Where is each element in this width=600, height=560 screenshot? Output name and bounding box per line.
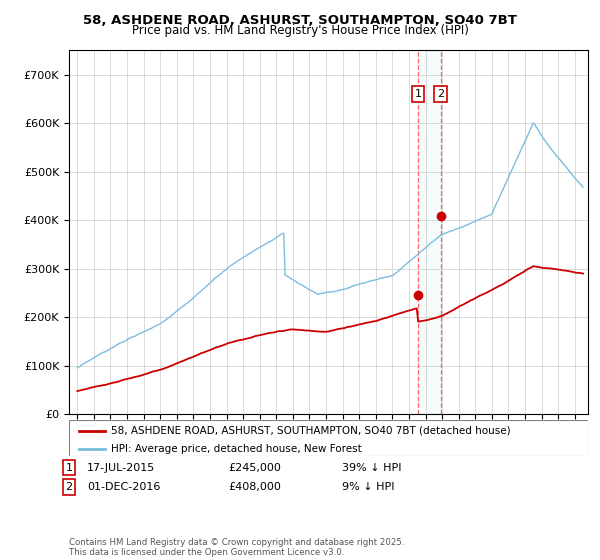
Text: 58, ASHDENE ROAD, ASHURST, SOUTHAMPTON, SO40 7BT (detached house): 58, ASHDENE ROAD, ASHURST, SOUTHAMPTON, … <box>110 426 510 436</box>
FancyBboxPatch shape <box>69 420 588 456</box>
Text: £408,000: £408,000 <box>228 482 281 492</box>
Text: HPI: Average price, detached house, New Forest: HPI: Average price, detached house, New … <box>110 444 361 454</box>
Text: £245,000: £245,000 <box>228 463 281 473</box>
Text: 01-DEC-2016: 01-DEC-2016 <box>87 482 160 492</box>
Text: 1: 1 <box>415 89 421 99</box>
Text: 2: 2 <box>437 89 445 99</box>
Text: 9% ↓ HPI: 9% ↓ HPI <box>342 482 395 492</box>
Bar <box>418 50 441 414</box>
Text: 17-JUL-2015: 17-JUL-2015 <box>87 463 155 473</box>
Text: Price paid vs. HM Land Registry's House Price Index (HPI): Price paid vs. HM Land Registry's House … <box>131 24 469 37</box>
Text: 1: 1 <box>65 463 73 473</box>
Text: Contains HM Land Registry data © Crown copyright and database right 2025.
This d: Contains HM Land Registry data © Crown c… <box>69 538 404 557</box>
Text: 39% ↓ HPI: 39% ↓ HPI <box>342 463 401 473</box>
Text: 2: 2 <box>65 482 73 492</box>
Text: 58, ASHDENE ROAD, ASHURST, SOUTHAMPTON, SO40 7BT: 58, ASHDENE ROAD, ASHURST, SOUTHAMPTON, … <box>83 14 517 27</box>
